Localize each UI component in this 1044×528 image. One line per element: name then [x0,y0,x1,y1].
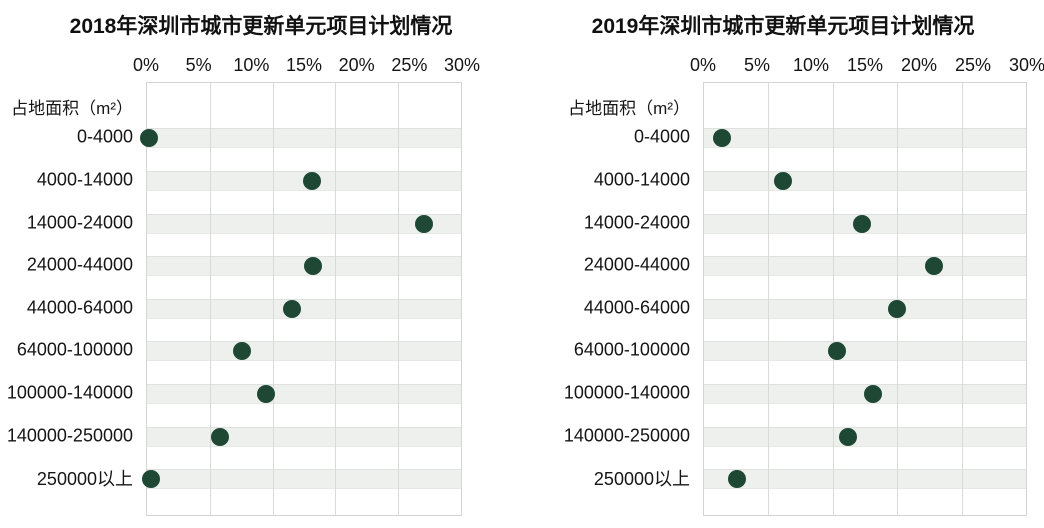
x-tick-label: 10% [792,55,830,75]
x-tick-label: 0% [132,55,160,75]
row-band [147,213,461,234]
data-dot [304,257,323,276]
category-label: 0-4000 [633,126,690,147]
row-band [147,341,461,362]
vertical-gridline [398,83,400,515]
category-label: 0-4000 [76,126,133,147]
data-dot [838,427,857,446]
category-label: 250000以上 [36,469,133,490]
row-band [147,256,461,277]
row-band [147,298,461,319]
vertical-gridline [335,83,337,515]
vertical-gridline [272,83,274,515]
x-tick-label: 20% [338,55,375,75]
data-dot [415,214,434,233]
row-band [704,298,1026,319]
x-tick-label: 5% [185,55,212,75]
y-axis-title-2019: 占地面积（m²） [568,99,690,118]
data-dot [888,299,907,318]
data-dot [142,470,161,489]
data-dot [924,257,943,276]
category-label: 100000-140000 [563,382,690,403]
data-dot [211,427,230,446]
x-tick-label: 5% [743,55,771,75]
row-band [704,341,1026,362]
x-tick-label: 15% [846,55,884,75]
x-tick-label: 0% [689,55,717,75]
data-dot [852,214,871,233]
row-band [704,469,1026,490]
data-dot [257,384,276,403]
row-band [147,128,461,149]
category-label: 64000-100000 [16,339,133,360]
row-band [147,469,461,490]
x-tick-label: 30% [443,55,481,75]
x-tick-label: 25% [954,55,992,75]
vertical-gridline [768,83,770,515]
category-label: 44000-64000 [583,297,690,318]
category-label: 44000-64000 [26,297,133,318]
category-label: 24000-44000 [583,254,690,275]
chart-title-2018: 2018年深圳市城市更新单元项目计划情况 [69,15,453,38]
chart-2019: 2019年深圳市城市更新单元项目计划情况 占地面积（m²） 0% 5% 10% 15%… [522,0,1044,528]
category-label: 14000-24000 [583,212,690,232]
row-band [147,383,461,404]
vertical-gridline [961,83,963,515]
data-dot [283,299,302,318]
chart-2018: 2018年深圳市城市更新单元项目计划情况 占地面积（m²） 0% 5% 10% 15%… [0,0,480,528]
data-dot [303,171,322,190]
category-label: 64000-100000 [573,339,690,360]
data-dot [728,470,747,489]
chart-title-2019: 2019年深圳市城市更新单元项目计划情况 [591,15,975,38]
category-label: 4000-14000 [593,169,690,190]
row-band [704,170,1026,191]
vertical-gridline [832,83,834,515]
category-label: 250000以上 [593,469,690,490]
category-label: 4000-14000 [36,169,133,190]
vertical-gridline [209,83,211,515]
plot-area-2019 [703,82,1027,516]
data-dot [233,342,252,361]
vertical-gridline [897,83,899,515]
x-tick-label: 30% [1008,55,1044,75]
y-axis-title-2018: 占地面积（m²） [11,99,133,118]
data-dot [828,342,847,361]
y-axis-category-labels-2019: 0-4000 4000-14000 14000-24000 24000-44000 44… [522,0,690,528]
data-dot [774,171,793,190]
row-band [704,426,1026,447]
data-dot [140,129,159,148]
category-label: 140000-250000 [563,425,690,445]
category-label: 24000-44000 [26,254,133,275]
data-dot [863,384,882,403]
x-tick-label: 25% [391,55,428,75]
category-label: 100000-140000 [6,382,133,403]
plot-area-2018 [140,82,462,516]
category-label: 14000-24000 [26,212,133,232]
data-dot [713,129,732,148]
x-tick-label: 10% [233,55,270,75]
category-label: 140000-250000 [6,425,133,445]
row-band [704,128,1026,149]
x-tick-label: 15% [285,55,323,75]
x-tick-label: 20% [900,55,938,75]
x-axis-tick-labels-2019: 0% 5% 10% 15% 20% 25% 30% [690,54,1044,78]
x-axis-tick-labels-2018: 0% 5% 10% 15% 20% 25% 30% [133,54,480,78]
row-band [147,426,461,447]
row-band [704,256,1026,277]
y-axis-category-labels-2018: 0-4000 4000-14000 14000-24000 24000-44000 44… [0,0,133,528]
